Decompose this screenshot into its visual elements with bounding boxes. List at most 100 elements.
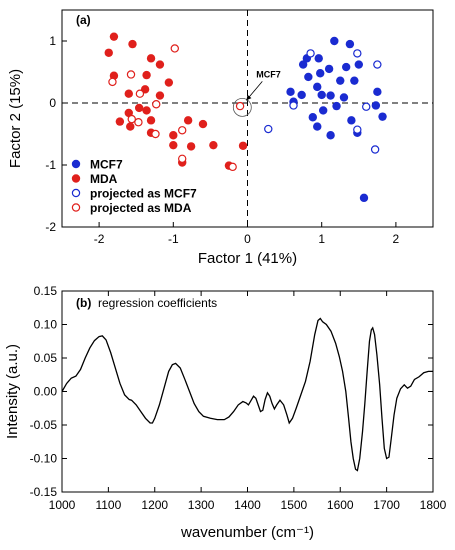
mda-point <box>238 141 248 150</box>
annotation-label: MCF7 <box>256 69 281 79</box>
annotation-arrowhead <box>246 94 252 101</box>
mcf7-point <box>286 87 295 97</box>
mcf7-point <box>298 60 308 69</box>
mcf7-point <box>359 193 369 203</box>
mda-point <box>183 116 193 125</box>
mda-point <box>142 70 151 80</box>
mcf7-point <box>341 62 351 72</box>
mda-point <box>186 142 196 151</box>
x-tick-label: -1 <box>168 232 179 246</box>
plot-frame <box>61 290 434 493</box>
legend-marker <box>71 188 81 198</box>
x-axis-label: Factor 1 (41%) <box>198 250 297 267</box>
mda-point <box>155 60 165 69</box>
projected-as-mda-point <box>152 100 161 109</box>
y-tick-label: 0.00 <box>34 385 58 399</box>
mcf7-point <box>313 82 322 92</box>
mda-point <box>142 106 151 115</box>
mcf7-point <box>308 113 317 122</box>
panel-label: (a) <box>76 13 91 27</box>
projected-as-mcf7-point <box>373 60 382 69</box>
mda-point <box>104 48 113 57</box>
annotation: MCF7 <box>232 69 281 117</box>
projected-as-mcf7-point <box>306 49 315 58</box>
mcf7-point <box>350 76 359 85</box>
projected-as-mda-point <box>108 77 117 87</box>
scatter-panel: -2 -1 0 1 2 -2 -1 0 1 (a) Factor 1 (41%) Factor… <box>7 9 434 267</box>
mda-point <box>146 116 156 125</box>
projected-as-mda-point <box>134 118 143 127</box>
y-axis-ticks: -2 -1 0 1 <box>45 34 67 234</box>
x-tick-label: 1200 <box>141 498 168 512</box>
mcf7-point <box>314 54 323 63</box>
projected-as-mda-point <box>235 101 245 111</box>
mcf7-point <box>304 72 313 82</box>
x-tick-label: 1400 <box>234 498 261 512</box>
mda-point <box>146 54 156 63</box>
mcf7-point <box>326 91 335 100</box>
mcf7-point <box>354 60 363 69</box>
mcf7-point <box>345 39 355 49</box>
y-tick-label: -2 <box>45 220 56 234</box>
projected-as-mcf7-point <box>264 124 273 134</box>
y-axis-ticks: -0.15 -0.10 -0.05 0.00 0.05 0.10 0.15 <box>30 284 433 499</box>
legend-entry: projected as MCF7 <box>90 187 197 201</box>
y-tick-label: -0.10 <box>30 452 58 466</box>
legend-marker <box>71 159 81 169</box>
mda-point <box>169 131 178 140</box>
y-tick-label: 0.05 <box>34 351 58 365</box>
scatter-points <box>104 32 387 203</box>
mcf7-point <box>313 122 322 131</box>
panel-label: (b) <box>76 296 91 310</box>
mcf7-point <box>347 116 356 125</box>
x-tick-label: 0 <box>244 232 251 246</box>
mcf7-point <box>339 93 349 102</box>
regression-coefficient-line <box>61 317 433 472</box>
mcf7-point <box>371 101 381 110</box>
mda-point <box>209 140 218 150</box>
legend-entry: MDA <box>90 172 118 186</box>
y-tick-label: -1 <box>45 158 56 172</box>
mda-point <box>109 32 119 41</box>
x-tick-label: 1 <box>318 232 325 246</box>
mcf7-point <box>318 106 328 115</box>
projected-as-mda-point <box>126 70 136 79</box>
y-axis-label: Intensity (a.u.) <box>4 344 21 439</box>
y-tick-label: 0.15 <box>34 284 58 298</box>
mcf7-point <box>332 101 341 111</box>
projected-as-mda-point <box>170 44 179 53</box>
legend-entry: projected as MDA <box>90 201 192 215</box>
y-tick-label: -0.15 <box>30 485 58 499</box>
x-tick-label: 1700 <box>373 498 400 512</box>
panel-title: regression coefficients <box>98 296 217 310</box>
annotation-ring <box>232 97 252 117</box>
mda-point <box>126 122 135 131</box>
y-tick-label: 0.10 <box>34 318 58 332</box>
mcf7-point <box>378 112 387 121</box>
x-tick-label: 1800 <box>420 498 447 512</box>
projected-as-mcf7-point <box>353 125 362 134</box>
projected-as-mda-point <box>151 129 160 139</box>
reference-lines <box>62 10 433 227</box>
projected-as-mcf7-point <box>362 102 371 111</box>
y-tick-label: 0 <box>49 96 56 110</box>
mda-point <box>164 78 174 87</box>
projected-as-mcf7-point <box>289 101 298 110</box>
mda-point <box>128 39 137 49</box>
mcf7-point <box>373 87 382 97</box>
x-axis-label: wavenumber (cm⁻¹) <box>180 524 314 541</box>
mcf7-point <box>297 90 306 100</box>
mcf7-point <box>316 69 325 78</box>
projected-as-mda-point <box>127 114 136 124</box>
legend-entry: MCF7 <box>90 158 123 172</box>
projected-as-mcf7-point <box>370 145 380 154</box>
y-axis-label: Factor 2 (15%) <box>7 69 24 168</box>
projected-as-mda-point <box>178 154 187 163</box>
x-tick-label: 1000 <box>49 498 76 512</box>
mda-point <box>198 119 208 129</box>
x-tick-label: 2 <box>393 232 400 246</box>
mda-point <box>169 140 178 150</box>
projected-as-mda-point <box>228 162 237 172</box>
